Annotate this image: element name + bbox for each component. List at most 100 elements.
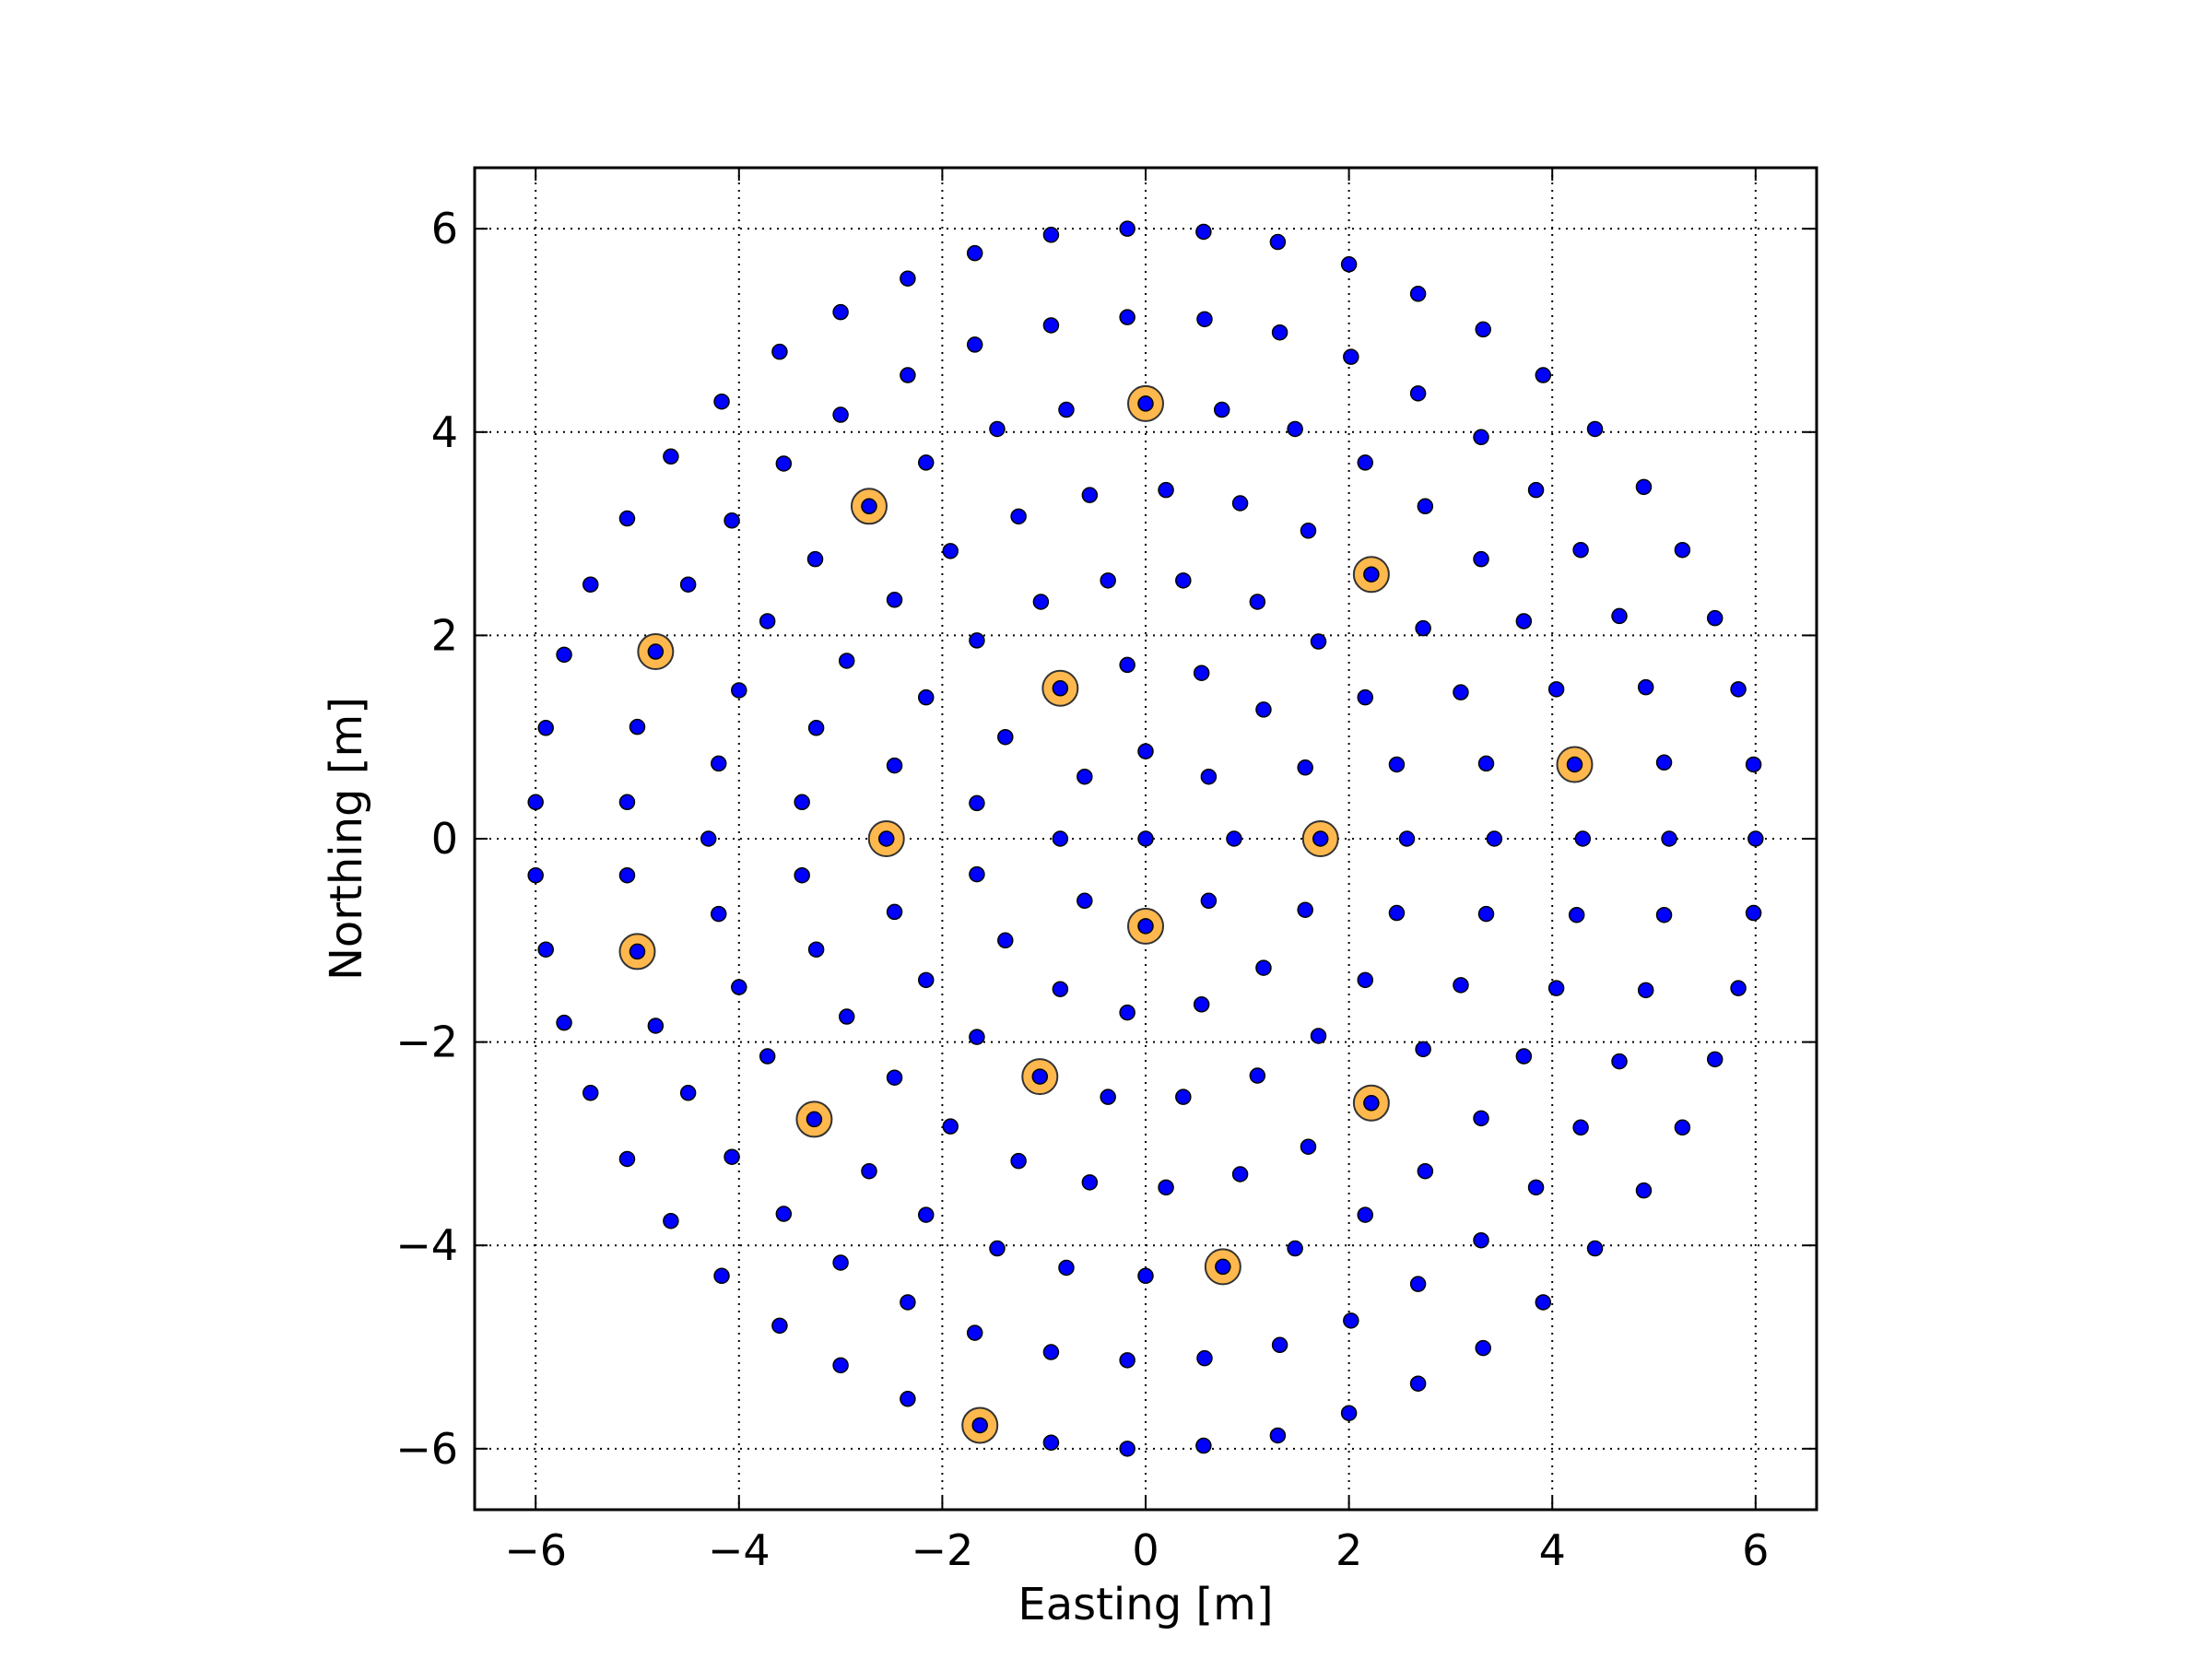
point: [838, 1008, 855, 1025]
point: [1415, 619, 1431, 637]
highlight-point: [861, 498, 877, 515]
point: [1081, 1174, 1099, 1191]
point: [618, 510, 636, 527]
point: [1453, 684, 1469, 700]
point: [969, 794, 985, 812]
point: [1417, 1162, 1434, 1180]
point: [886, 757, 903, 774]
point: [1572, 541, 1589, 559]
point: [1158, 481, 1174, 499]
point: [1547, 980, 1565, 996]
point: [807, 720, 825, 736]
highlight-point: [1566, 756, 1583, 773]
point: [1409, 385, 1427, 402]
point: [1196, 311, 1213, 328]
point: [1527, 1179, 1545, 1196]
point: [1572, 1119, 1589, 1136]
point: [1388, 904, 1406, 922]
point: [1535, 1294, 1552, 1311]
point: [969, 865, 985, 883]
point: [1042, 317, 1060, 334]
point: [1637, 982, 1654, 999]
point: [1409, 286, 1427, 302]
point: [1730, 980, 1747, 996]
point: [1661, 830, 1677, 847]
point: [1388, 756, 1406, 773]
highlight-point: [971, 1417, 988, 1434]
point: [917, 1206, 935, 1223]
y-tick-label: −2: [395, 1018, 458, 1067]
point: [775, 1206, 793, 1222]
point: [618, 866, 636, 884]
point: [900, 1294, 916, 1311]
point: [806, 550, 824, 568]
highlight-point: [1052, 680, 1069, 697]
point: [886, 903, 903, 921]
point: [1119, 656, 1135, 674]
point: [900, 367, 916, 383]
point: [700, 830, 717, 847]
point: [582, 1085, 599, 1101]
point: [724, 1148, 740, 1165]
point: [1674, 1119, 1691, 1136]
point: [1271, 324, 1288, 341]
point: [1635, 478, 1653, 496]
point: [713, 393, 730, 410]
point: [731, 979, 747, 995]
point: [1574, 830, 1592, 847]
point: [1473, 550, 1489, 568]
point: [989, 1240, 1006, 1257]
point: [900, 1391, 916, 1407]
highlight-point: [806, 1111, 823, 1128]
point: [1655, 754, 1673, 771]
point: [582, 576, 599, 593]
point: [1340, 256, 1358, 273]
point: [1477, 905, 1495, 923]
point: [917, 971, 935, 989]
x-tick-label: −4: [708, 1525, 771, 1575]
point: [1119, 220, 1135, 237]
point: [629, 718, 646, 735]
point: [1357, 971, 1374, 989]
point: [663, 448, 679, 465]
point: [1747, 830, 1764, 847]
point: [1486, 830, 1503, 847]
point: [1611, 1053, 1628, 1070]
y-tick-label: 6: [431, 204, 458, 253]
point: [710, 905, 727, 923]
x-tick-label: −2: [911, 1525, 973, 1575]
point: [1052, 830, 1069, 847]
highlight-point: [1363, 1095, 1380, 1112]
point: [724, 512, 740, 529]
point: [1515, 613, 1533, 629]
points-layer: [527, 220, 1764, 1457]
point: [1119, 1441, 1135, 1457]
point: [838, 653, 855, 669]
point: [794, 866, 810, 884]
point: [1231, 1166, 1249, 1182]
point: [1674, 541, 1691, 559]
point: [966, 1324, 983, 1341]
point: [1398, 830, 1416, 847]
highlight-point: [1137, 395, 1154, 412]
highlight-point: [629, 943, 646, 960]
point: [1477, 755, 1495, 772]
point: [1409, 1375, 1427, 1392]
point: [1635, 1182, 1653, 1199]
point: [1475, 321, 1491, 338]
y-tick-label: 0: [431, 814, 458, 864]
point: [1058, 1259, 1075, 1277]
point: [1515, 1048, 1533, 1065]
point: [771, 1317, 788, 1335]
point: [1527, 481, 1545, 499]
point: [1287, 420, 1303, 438]
point: [1195, 223, 1212, 241]
point: [1453, 977, 1469, 994]
point: [1271, 1336, 1288, 1354]
point: [759, 613, 776, 629]
point: [556, 1014, 572, 1031]
point: [1196, 1349, 1213, 1367]
point: [1343, 348, 1359, 365]
point: [1032, 594, 1050, 610]
highlight-point: [1312, 830, 1329, 847]
